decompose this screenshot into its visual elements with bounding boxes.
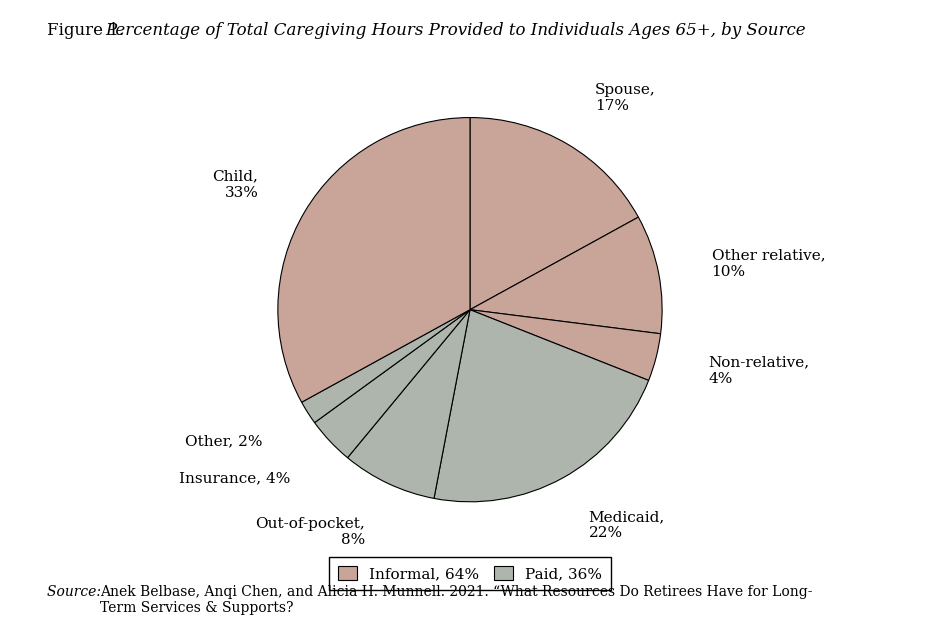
Wedge shape xyxy=(470,217,662,334)
Text: Insurance, 4%: Insurance, 4% xyxy=(180,471,290,485)
Wedge shape xyxy=(278,118,470,402)
Wedge shape xyxy=(470,310,661,380)
Text: Anek Belbase, Anqi Chen, and Alicia H. Munnell. 2021. “What Resources Do Retiree: Anek Belbase, Anqi Chen, and Alicia H. M… xyxy=(100,585,812,615)
Legend: Informal, 64%, Paid, 36%: Informal, 64%, Paid, 36% xyxy=(329,557,611,590)
Text: Percentage of Total Caregiving Hours Provided to Individuals Ages 65+, by Source: Percentage of Total Caregiving Hours Pro… xyxy=(105,22,806,39)
Text: Source:: Source: xyxy=(47,585,105,599)
Wedge shape xyxy=(302,310,470,423)
Text: Spouse,
17%: Spouse, 17% xyxy=(595,83,656,113)
Text: Non-relative,
4%: Non-relative, 4% xyxy=(708,356,809,386)
Text: Medicaid,
22%: Medicaid, 22% xyxy=(588,510,665,540)
Text: Out-of-pocket,
8%: Out-of-pocket, 8% xyxy=(256,517,366,547)
Text: Figure 1.: Figure 1. xyxy=(47,22,130,39)
Wedge shape xyxy=(315,310,470,458)
Text: Child,
33%: Child, 33% xyxy=(212,169,258,200)
Text: Other relative,
10%: Other relative, 10% xyxy=(712,248,825,279)
Wedge shape xyxy=(470,118,638,310)
Wedge shape xyxy=(434,310,649,502)
Wedge shape xyxy=(348,310,470,499)
Text: Other, 2%: Other, 2% xyxy=(185,434,262,449)
